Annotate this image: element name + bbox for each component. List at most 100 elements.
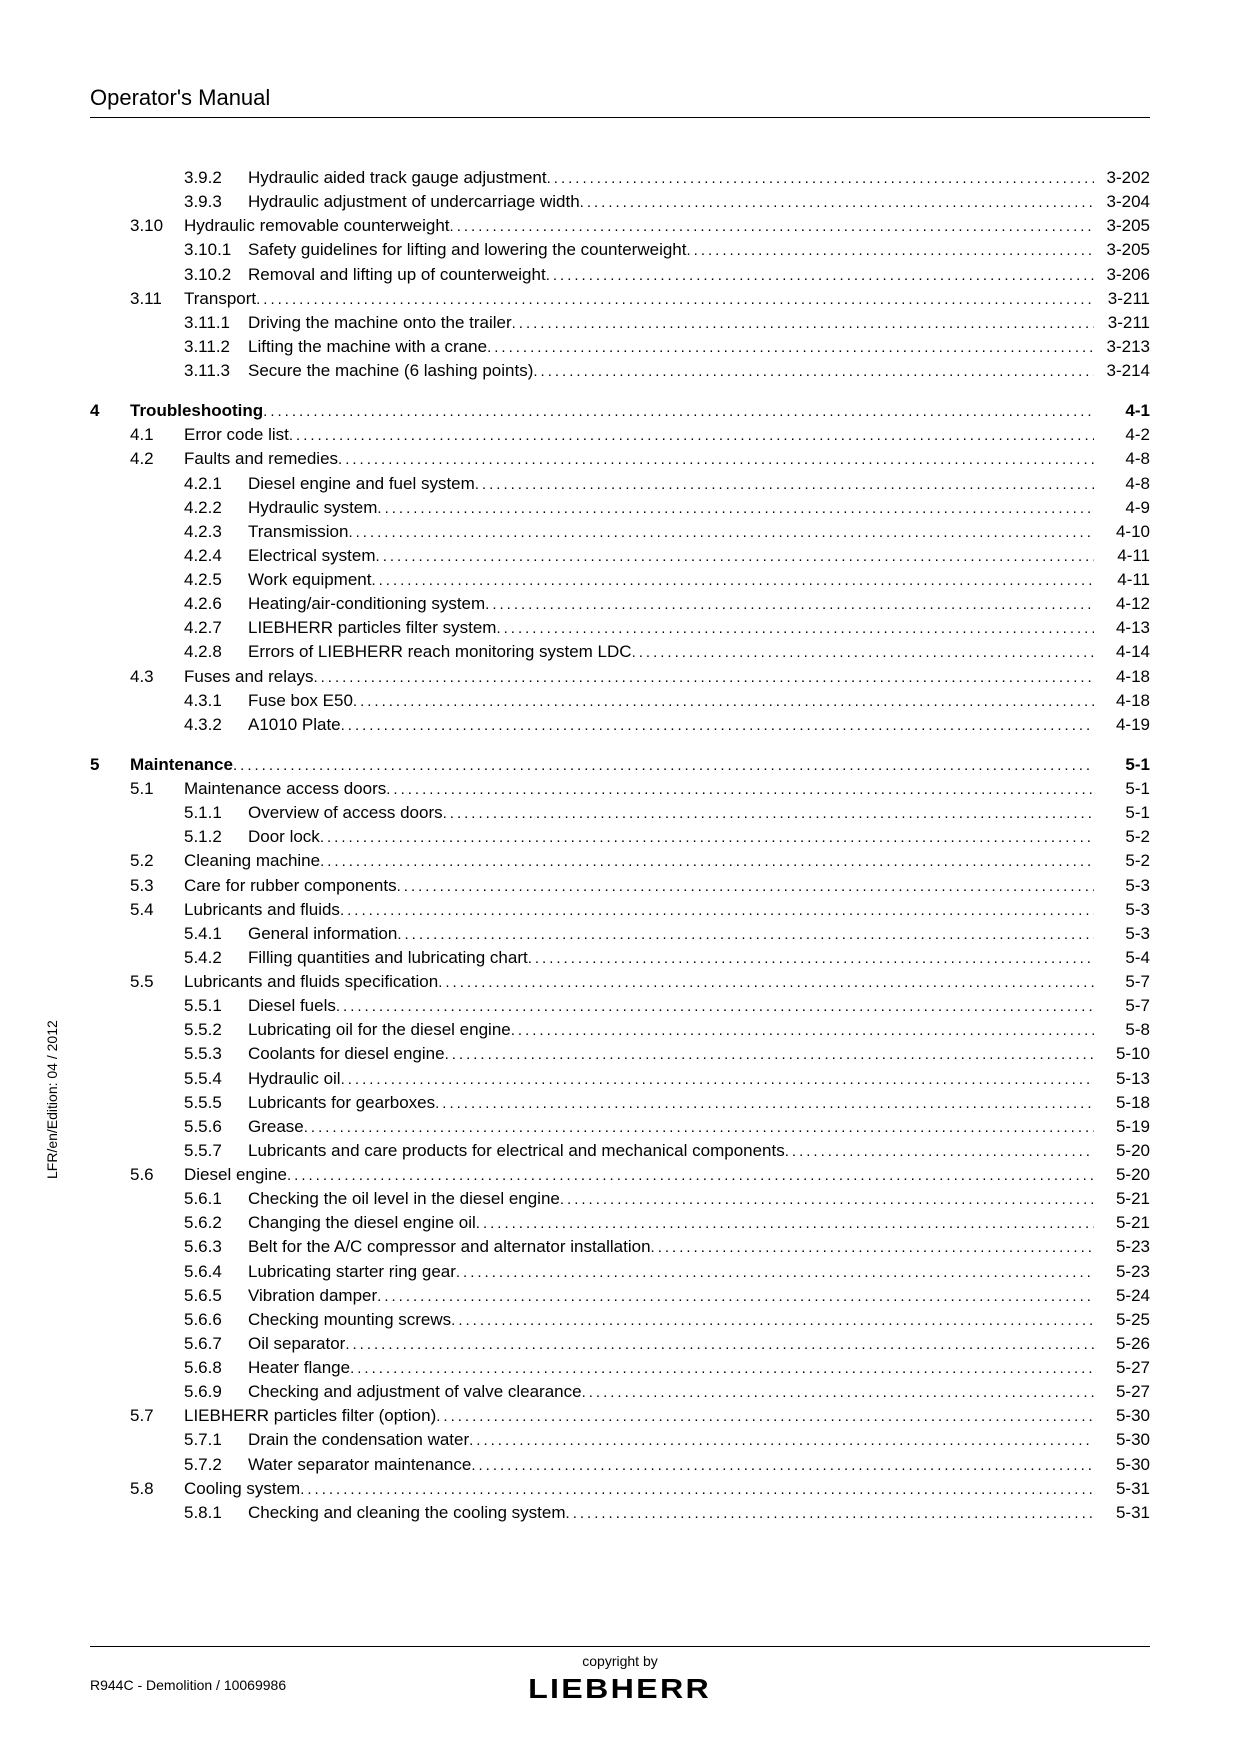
- section-number: 5.5: [130, 970, 184, 994]
- section-number: 5.2: [130, 849, 184, 873]
- subsection-title: Oil separator: [248, 1332, 345, 1356]
- subsection-title: Checking mounting screws: [248, 1308, 451, 1332]
- page-number: 3-213: [1094, 335, 1150, 359]
- section-title: Faults and remedies: [184, 447, 338, 471]
- subsection-number: 5.5.6: [184, 1115, 248, 1139]
- toc-row: 4.3.2A1010 Plate 4-19: [90, 713, 1150, 737]
- subsection-title: Checking and cleaning the cooling system: [248, 1501, 566, 1525]
- subsection-number: 4.2.8: [184, 640, 248, 664]
- section-title: Hydraulic removable counterweight: [184, 214, 450, 238]
- page-number: 4-10: [1094, 520, 1150, 544]
- subsection-number: 5.6.9: [184, 1380, 248, 1404]
- toc-row: 3.11.1Driving the machine onto the trail…: [90, 311, 1150, 335]
- page-number: 5-4: [1094, 946, 1150, 970]
- toc-row: 5.6.9Checking and adjustment of valve cl…: [90, 1380, 1150, 1404]
- toc-row: 5.1Maintenance access doors 5-1: [90, 777, 1150, 801]
- page-number: 5-3: [1094, 922, 1150, 946]
- page-number: 5-24: [1094, 1284, 1150, 1308]
- page-number: 4-13: [1094, 616, 1150, 640]
- section-title: Cooling system: [184, 1477, 300, 1501]
- page-number: 5-30: [1094, 1428, 1150, 1452]
- page-number: 5-20: [1094, 1163, 1150, 1187]
- subsection-number: 4.2.1: [184, 472, 248, 496]
- toc-row: 5.7.2Water separator maintenance 5-30: [90, 1453, 1150, 1477]
- document-header: Operator's Manual: [90, 85, 1150, 118]
- section-title: Lubricants and fluids specification: [184, 970, 438, 994]
- page-number: 5-23: [1094, 1235, 1150, 1259]
- subsection-title: Lubricants for gearboxes: [248, 1091, 435, 1115]
- page-number: 4-2: [1094, 423, 1150, 447]
- page-number: 5-3: [1094, 898, 1150, 922]
- page-number: 5-21: [1094, 1211, 1150, 1235]
- page-number: 5-3: [1094, 874, 1150, 898]
- toc-row: 5.5.1Diesel fuels 5-7: [90, 994, 1150, 1018]
- subsection-title: Checking and adjustment of valve clearan…: [248, 1380, 582, 1404]
- page-number: 3-206: [1094, 263, 1150, 287]
- section-number: 4.2: [130, 447, 184, 471]
- subsection-number: 5.6.6: [184, 1308, 248, 1332]
- edition-sidebar: LFR/en/Edition: 04 / 2012: [44, 1020, 60, 1179]
- toc-row: 5.4.2Filling quantities and lubricating …: [90, 946, 1150, 970]
- subsection-number: 5.5.1: [184, 994, 248, 1018]
- toc-row: 4.2.4Electrical system 4-11: [90, 544, 1150, 568]
- section-number: 3.11: [130, 287, 184, 311]
- subsection-title: Coolants for diesel engine: [248, 1042, 445, 1066]
- page-number: 4-8: [1094, 447, 1150, 471]
- page-number: 3-214: [1094, 359, 1150, 383]
- subsection-number: 5.1.1: [184, 801, 248, 825]
- toc-row: 5.5.2Lubricating oil for the diesel engi…: [90, 1018, 1150, 1042]
- subsection-title: Belt for the A/C compressor and alternat…: [248, 1235, 651, 1259]
- page-number: 3-202: [1094, 166, 1150, 190]
- subsection-number: 5.4.1: [184, 922, 248, 946]
- toc-row: 5.5.3Coolants for diesel engine 5-10: [90, 1042, 1150, 1066]
- toc-row: 5.5.6Grease 5-19: [90, 1115, 1150, 1139]
- toc-row: 3.9.2Hydraulic aided track gauge adjustm…: [90, 166, 1150, 190]
- page-number: 5-2: [1094, 825, 1150, 849]
- section-number: 4.1: [130, 423, 184, 447]
- footer: copyright by LIEBHERR: [90, 1653, 1150, 1705]
- subsection-title: Hydraulic aided track gauge adjustment: [248, 166, 547, 190]
- subsection-number: 4.3.1: [184, 689, 248, 713]
- subsection-title: Hydraulic oil: [248, 1067, 341, 1091]
- subsection-title: Electrical system: [248, 544, 376, 568]
- page-number: 5-1: [1094, 753, 1150, 777]
- subsection-title: Hydraulic adjustment of undercarriage wi…: [248, 190, 580, 214]
- subsection-number: 5.4.2: [184, 946, 248, 970]
- toc-row: 5Maintenance 5-1: [90, 753, 1150, 777]
- subsection-number: 5.6.3: [184, 1235, 248, 1259]
- subsection-number: 4.2.2: [184, 496, 248, 520]
- subsection-number: 5.1.2: [184, 825, 248, 849]
- footer-rule: [90, 1646, 1150, 1647]
- page-number: 5-7: [1094, 970, 1150, 994]
- subsection-title: Changing the diesel engine oil: [248, 1211, 476, 1235]
- page-number: 3-211: [1094, 287, 1150, 311]
- section-number: 3.10: [130, 214, 184, 238]
- subsection-number: 5.5.7: [184, 1139, 248, 1163]
- subsection-title: Work equipment: [248, 568, 371, 592]
- toc-row: 4Troubleshooting 4-1: [90, 399, 1150, 423]
- toc-row: 3.10.2Removal and lifting up of counterw…: [90, 263, 1150, 287]
- section-number: 5.1: [130, 777, 184, 801]
- subsection-title: Door lock: [248, 825, 320, 849]
- page-number: 5-26: [1094, 1332, 1150, 1356]
- page-number: 3-204: [1094, 190, 1150, 214]
- toc-row: 5.1.2Door lock 5-2: [90, 825, 1150, 849]
- section-title: Cleaning machine: [184, 849, 320, 873]
- subsection-number: 4.2.5: [184, 568, 248, 592]
- section-title: LIEBHERR particles filter (option): [184, 1404, 436, 1428]
- toc-row: 5.5.4Hydraulic oil 5-13: [90, 1067, 1150, 1091]
- page-number: 4-11: [1094, 544, 1150, 568]
- toc-row: 4.3.1Fuse box E50 4-18: [90, 689, 1150, 713]
- page-number: 4-9: [1094, 496, 1150, 520]
- page-number: 5-8: [1094, 1018, 1150, 1042]
- toc-row: 4.2.3Transmission 4-10: [90, 520, 1150, 544]
- subsection-title: Lifting the machine with a crane: [248, 335, 487, 359]
- subsection-number: 5.6.7: [184, 1332, 248, 1356]
- subsection-title: Lubricating oil for the diesel engine: [248, 1018, 511, 1042]
- toc-row: 3.11.3Secure the machine (6 lashing poin…: [90, 359, 1150, 383]
- toc-row: 3.9.3Hydraulic adjustment of undercarria…: [90, 190, 1150, 214]
- chapter-number: 4: [90, 399, 130, 423]
- toc-row: 5.6.6Checking mounting screws 5-25: [90, 1308, 1150, 1332]
- subsection-number: 5.6.8: [184, 1356, 248, 1380]
- toc-row: 5.6.4Lubricating starter ring gear 5-23: [90, 1260, 1150, 1284]
